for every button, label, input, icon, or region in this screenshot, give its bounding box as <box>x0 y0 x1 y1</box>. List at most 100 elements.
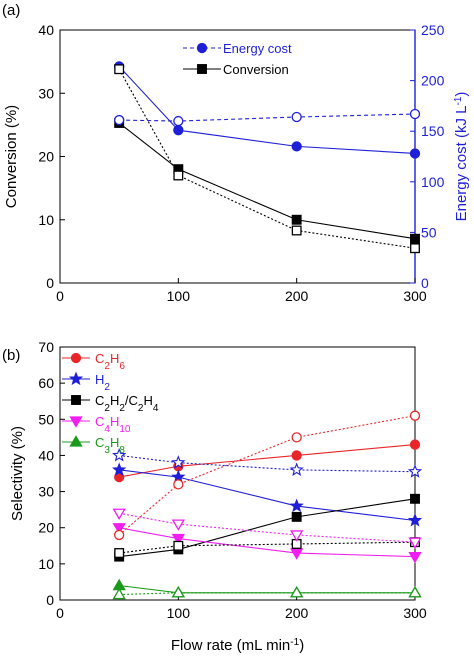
series-line-a-1 <box>118 122 416 240</box>
y-tick-label-right: 250 <box>421 22 445 38</box>
data-point-b-1-3 <box>407 512 423 527</box>
series-line-b-6 <box>119 454 416 473</box>
legend-marker-b-2 <box>71 395 81 405</box>
x-tick-label-b: 100 <box>167 605 191 621</box>
y-tick-label-left: 20 <box>38 149 54 165</box>
y-tick-label-b: 10 <box>38 556 54 572</box>
series-line-b-5 <box>118 415 416 536</box>
data-point-a-1-2 <box>291 214 302 225</box>
y-tick-label-left: 30 <box>38 85 54 101</box>
data-point-b-0-3 <box>409 439 421 450</box>
data-point-b-8-2 <box>290 530 304 542</box>
y-tick-label-b: 0 <box>46 592 54 608</box>
data-point-a-2-0 <box>114 114 125 126</box>
series-line-a-3 <box>118 68 416 249</box>
legend-label-a-0: Energy cost <box>223 41 292 56</box>
y-tick-label-right: 0 <box>421 275 429 291</box>
series-line-a-0 <box>118 66 416 155</box>
series-line-b-7 <box>119 541 416 554</box>
data-point-a-0-1 <box>173 125 184 136</box>
series-line-a-2 <box>119 113 416 122</box>
y-axis-label-right: Energy cost (kJ L-1) <box>453 92 471 222</box>
legend-label-b-2: C2H2/C2H4 <box>95 393 159 414</box>
data-point-b-7-0 <box>114 548 125 558</box>
data-point-a-2-3 <box>409 108 421 120</box>
panel-b: (b) 0 100 200 300 0 10 20 30 40 50 60 70 Selectivity… <box>2 339 427 654</box>
data-point-b-6-1 <box>171 455 186 469</box>
data-point-b-2-2 <box>291 511 302 522</box>
legend-label-b-0: C2H6 <box>95 351 125 372</box>
data-point-a-0-2 <box>291 141 302 152</box>
y-axis-label-left-text: Conversion (%) <box>3 105 20 208</box>
data-point-b-8-3 <box>408 537 422 549</box>
x-tick-label: 300 <box>403 288 427 304</box>
legend-marker-b-4 <box>69 435 83 447</box>
data-point-b-9-3 <box>408 585 422 598</box>
series-line-b-4 <box>119 584 415 594</box>
data-point-b-3-0 <box>112 523 126 535</box>
data-point-b-6-3 <box>407 464 423 478</box>
series-line-b-8 <box>119 512 416 543</box>
legend-label-b-3: C4H10 <box>95 414 131 435</box>
data-point-a-3-0 <box>114 64 125 75</box>
x-tick-label: 0 <box>56 288 64 304</box>
panel-b-label: (b) <box>2 347 20 364</box>
legend-a: Energy cost Conversion <box>183 41 292 77</box>
data-point-b-3-3 <box>408 551 422 564</box>
y-tick-label-left: 40 <box>38 22 54 38</box>
data-point-b-9-1 <box>171 585 185 598</box>
x-tick-label-b: 300 <box>403 605 427 621</box>
data-point-a-1-3 <box>410 233 420 244</box>
plot-frame-b <box>59 346 416 601</box>
legend-label-b-4: C3H8 <box>95 435 125 456</box>
y-tick-label-b: 70 <box>38 339 54 355</box>
y-axis-label-left: Conversion (%) <box>3 105 20 208</box>
data-point-b-3-1 <box>171 533 185 546</box>
y-axis-label-b: Selectivity (%) <box>9 426 26 521</box>
series-line-b-2 <box>119 498 416 558</box>
data-point-b-5-2 <box>291 432 302 443</box>
data-point-a-0-3 <box>409 148 421 159</box>
data-point-b-9-0 <box>112 587 126 600</box>
y-tick-label-right: 150 <box>421 123 445 139</box>
y-tick-label-b: 40 <box>38 447 54 463</box>
y-tick-label-left: 10 <box>38 212 54 228</box>
y-tick-label-b: 50 <box>38 411 54 427</box>
legend-marker-b-3 <box>69 416 83 428</box>
x-tick-label-b: 0 <box>56 605 64 621</box>
data-point-b-1-0 <box>112 462 127 476</box>
y-axis-label-right-text: Energy cost (kJ L-1) <box>453 92 471 222</box>
data-point-a-3-2 <box>291 225 302 236</box>
data-point-b-9-2 <box>290 585 304 598</box>
data-point-b-7-1 <box>173 540 184 551</box>
y-tick-label-right: 200 <box>421 73 445 89</box>
series-line-b-9 <box>119 592 415 596</box>
y-tick-label-b: 60 <box>38 375 54 391</box>
y-tick-label-right: 50 <box>421 224 437 240</box>
x-tick-label: 200 <box>285 288 309 304</box>
y-tick-label-right: 100 <box>421 174 445 190</box>
panel-a: (a) 0 100 200 300010203040050100150200250Co… <box>2 2 470 304</box>
x-axis-label: Flow rate (mL min-1) <box>171 637 304 655</box>
x-tick-label-b: 200 <box>285 605 309 621</box>
data-point-b-6-0 <box>112 447 127 462</box>
panel-a-label: (a) <box>2 2 20 19</box>
y-axis-label-b-text: Selectivity (%) <box>9 426 26 521</box>
legend-marker-a-1 <box>197 64 207 74</box>
legend-marker-b-0 <box>70 352 82 364</box>
legend-label-b-1: H2 <box>95 372 110 393</box>
data-point-a-2-1 <box>173 115 184 127</box>
data-point-b-5-3 <box>409 410 421 421</box>
data-point-b-8-1 <box>171 519 185 531</box>
data-point-b-6-2 <box>289 462 304 476</box>
legend-marker-a-0 <box>196 42 208 54</box>
y-tick-label-b: 30 <box>38 484 54 500</box>
data-point-a-2-2 <box>291 111 302 123</box>
data-point-b-5-0 <box>114 529 125 541</box>
series-line-b-3 <box>119 527 416 558</box>
data-point-a-3-1 <box>173 170 184 181</box>
data-point-b-3-2 <box>290 548 304 560</box>
data-point-b-0-2 <box>291 450 302 461</box>
